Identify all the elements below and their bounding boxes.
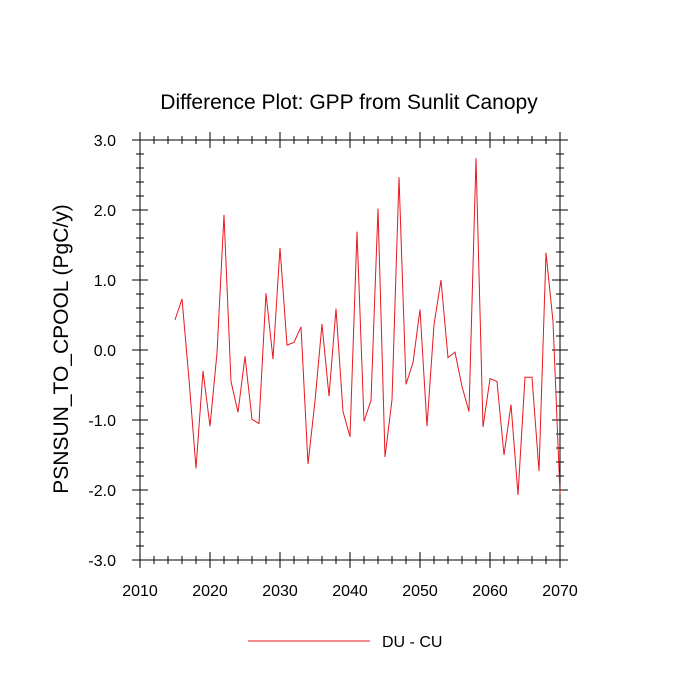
- y-axis-label: PSNSUN_TO_CPOOL (PgC/y): [50, 204, 73, 493]
- x-tick-label: 2050: [402, 583, 438, 600]
- y-axis-ticks: -3.0 -2.0 -1.0 0.0 1.0 2.0 3.0: [88, 133, 568, 570]
- x-tick-label: 2070: [542, 583, 578, 600]
- y-tick-label: 2.0: [94, 203, 116, 220]
- x-tick-label: 2060: [472, 583, 508, 600]
- chart-title: Difference Plot: GPP from Sunlit Canopy: [160, 91, 538, 114]
- y-tick-label: 1.0: [94, 273, 116, 290]
- x-tick-label: 2040: [332, 583, 368, 600]
- y-tick-label: -2.0: [88, 483, 116, 500]
- series-line-du-cu: [174, 158, 561, 495]
- y-tick-label: 0.0: [94, 343, 116, 360]
- legend-label-du-cu: DU - CU: [382, 634, 442, 651]
- legend: DU - CU: [248, 634, 442, 651]
- plot-axes: [139, 139, 561, 561]
- y-tick-label: -3.0: [88, 553, 116, 570]
- x-tick-label: 2020: [192, 583, 228, 600]
- x-axis-ticks: 2010 2020 2030 2040 2050 2060 2070: [122, 132, 578, 600]
- x-tick-label: 2030: [262, 583, 298, 600]
- series-group: [174, 158, 561, 495]
- x-tick-label: 2010: [122, 583, 158, 600]
- y-tick-label: 3.0: [94, 133, 116, 150]
- plot-frame: [139, 139, 561, 561]
- y-tick-label: -1.0: [88, 413, 116, 430]
